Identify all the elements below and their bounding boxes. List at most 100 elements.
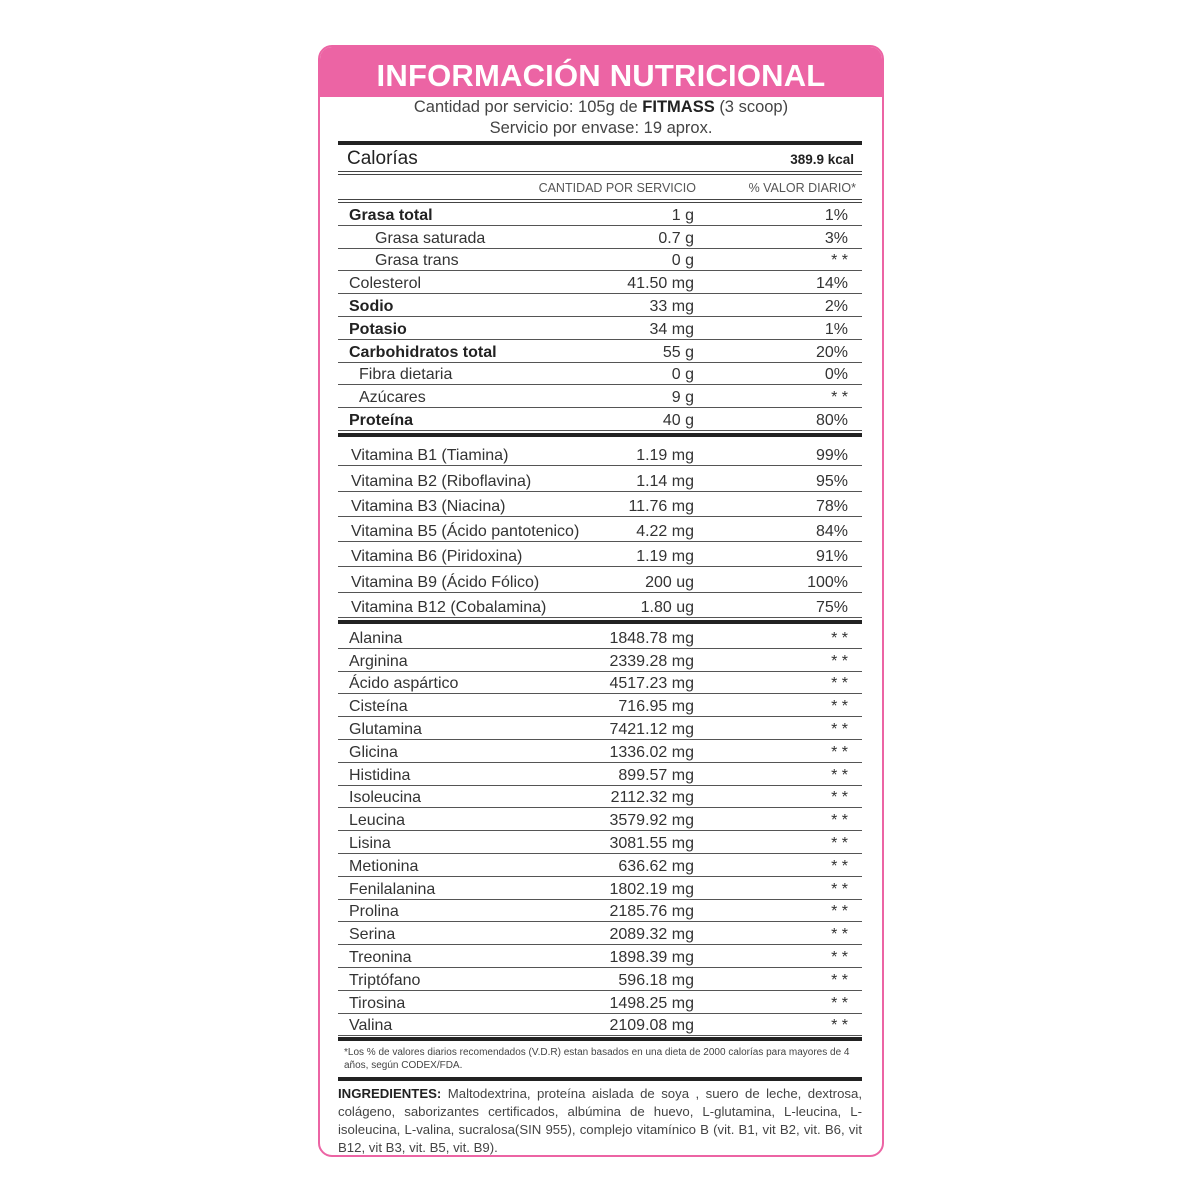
- nutrient-name: Proteína: [349, 411, 414, 429]
- table-row: Potasio 34 mg 1%: [338, 317, 862, 340]
- table-row: Carbohidratos total 55 g 20%: [338, 340, 862, 363]
- nutrient-name: Treonina: [349, 949, 412, 966]
- divider: [338, 1037, 862, 1042]
- ingredients: INGREDIENTES: Maltodextrina, proteína ai…: [338, 1085, 863, 1156]
- nutrient-name: Lisina: [349, 835, 391, 853]
- nutrient-amount: 34 mg: [649, 320, 694, 338]
- nutrient-daily-value: 75%: [815, 599, 848, 617]
- nutrient-daily-value: * *: [831, 252, 848, 270]
- table-row: Sodio 33 mg 2%: [338, 294, 862, 317]
- divider: [338, 171, 862, 175]
- nutrient-name: Isoleucina: [349, 789, 422, 807]
- table-row: Proteína 40 g 80%: [338, 408, 862, 431]
- nutrient-daily-value: 99%: [815, 447, 848, 465]
- divider: [338, 141, 862, 145]
- nutrient-daily-value: * *: [831, 971, 848, 989]
- nutrient-name: Alanina: [349, 629, 403, 647]
- nutrient-amount: 0 g: [671, 366, 694, 384]
- nutrient-daily-value: 100%: [807, 573, 848, 591]
- nutrient-daily-value: 1%: [824, 320, 848, 338]
- nutrition-table: Calorías 389.9 kcal CANTIDAD POR SERVICI…: [338, 141, 863, 1156]
- nutrient-daily-value: 91%: [815, 548, 848, 566]
- table-row: Cisteína 716.95 mg * *: [338, 694, 862, 718]
- nutrient-daily-value: * *: [831, 675, 848, 693]
- nutrient-amount: 4517.23 mg: [609, 675, 694, 693]
- nutrient-amount: 716.95 mg: [618, 698, 694, 716]
- nutrient-name: Vitamina B6 (Piridoxina): [351, 548, 523, 566]
- nutrient-daily-value: 80%: [815, 411, 848, 429]
- nutrient-amount: 7421.12 mg: [609, 721, 694, 739]
- divider: [338, 432, 862, 437]
- nutrient-daily-value: * *: [831, 880, 848, 898]
- nutrient-amount: 1802.19 mg: [609, 880, 694, 898]
- table-row: Leucina 3579.92 mg * *: [338, 808, 862, 832]
- nutrient-daily-value: 3%: [824, 229, 848, 247]
- nutrient-amount: 1.80 ug: [640, 599, 694, 617]
- divider: [338, 620, 862, 625]
- nutrient-amount: 2339.28 mg: [609, 652, 694, 670]
- nutrient-amount: 2109.08 mg: [609, 1017, 694, 1035]
- table-row: Alanina 1848.78 mg * *: [338, 626, 862, 649]
- table-row: Vitamina B5 (Ácido pantotenico) 4.22 mg 84…: [338, 517, 862, 543]
- nutrient-daily-value: * *: [831, 857, 848, 875]
- nutrient-name: Triptófano: [349, 971, 421, 989]
- table-row: Histidina 899.57 mg * *: [338, 763, 862, 786]
- table-row: Metionina 636.62 mg * *: [338, 854, 862, 877]
- nutrient-daily-value: * *: [831, 789, 848, 807]
- column-daily: % VALOR DIARIO*: [748, 181, 856, 195]
- table-row: Vitamina B2 (Riboflavina) 1.14 mg 95%: [338, 466, 862, 492]
- nutrient-daily-value: * *: [831, 698, 848, 716]
- nutrient-name: Carbohidratos total: [349, 343, 497, 361]
- ingredients-text: Maltodextrina, proteína aislada de soya …: [338, 1086, 863, 1156]
- nutrient-amount: 3579.92 mg: [609, 812, 694, 830]
- nutrient-daily-value: * *: [831, 629, 848, 647]
- nutrient-name: Vitamina B3 (Niacina): [351, 497, 506, 515]
- brand-name: FITMASS: [642, 98, 715, 116]
- nutrient-amount: 55 g: [662, 343, 694, 361]
- nutrient-daily-value: * *: [831, 652, 848, 670]
- calories-label: Calorías: [347, 148, 418, 169]
- nutrient-daily-value: * *: [831, 994, 848, 1012]
- table-row: Valina 2109.08 mg * *: [338, 1014, 862, 1037]
- nutrient-amount: 596.18 mg: [618, 971, 694, 989]
- nutrient-name: Grasa trans: [375, 252, 459, 270]
- divider: [338, 1077, 862, 1082]
- nutrient-name: Glicina: [349, 743, 398, 761]
- nutrient-daily-value: * *: [831, 926, 848, 944]
- serving-suffix: (3 scoop): [719, 98, 789, 116]
- table-row: Glicina 1336.02 mg * *: [338, 740, 862, 763]
- nutrient-daily-value: 1%: [824, 206, 848, 224]
- nutrient-amount: 1898.39 mg: [609, 949, 694, 966]
- nutrient-name: Cisteína: [349, 698, 408, 716]
- table-row: Fibra dietaria 0 g 0%: [338, 363, 862, 386]
- nutrient-name: Fenilalanina: [349, 880, 436, 898]
- table-row: Colesterol 41.50 mg 14%: [338, 271, 862, 295]
- serving-prefix: Cantidad por servicio: 105g de: [413, 98, 638, 116]
- nutrient-amount: 899.57 mg: [618, 766, 694, 784]
- table-row: Fenilalanina 1802.19 mg * *: [338, 877, 862, 900]
- nutrient-name: Colesterol: [349, 275, 422, 293]
- table-row: Grasa total 1 g 1%: [338, 203, 862, 226]
- nutrient-daily-value: * *: [831, 812, 848, 830]
- nutrient-amount: 1.19 mg: [636, 548, 694, 566]
- vitamins-section: Vitamina B1 (Tiamina) 1.19 mg 99% Vitamina …: [338, 441, 862, 619]
- nutrition-label: INFORMACIÓN NUTRICIONAL Cantidad por ser…: [318, 45, 884, 1157]
- nutrient-name: Vitamina B9 (Ácido Fólico): [351, 573, 540, 591]
- nutrient-amount: 1 g: [671, 206, 694, 224]
- macros-section: Grasa total 1 g 1% Grasa saturada 0.7 g 3% Gra…: [338, 203, 862, 431]
- nutrient-name: Tirosina: [349, 994, 406, 1012]
- nutrient-amount: 1848.78 mg: [609, 629, 694, 647]
- nutrient-amount: 2112.32 mg: [610, 789, 694, 807]
- nutrient-daily-value: 14%: [815, 275, 848, 293]
- nutrient-name: Valina: [349, 1017, 393, 1035]
- nutrient-daily-value: * *: [831, 1017, 848, 1035]
- nutrient-name: Leucina: [349, 812, 406, 830]
- nutrient-amount: 4.22 mg: [636, 523, 694, 541]
- nutrient-amount: 636.62 mg: [618, 857, 694, 875]
- table-row: Vitamina B3 (Niacina) 11.76 mg 78%: [338, 492, 862, 517]
- table-row: Vitamina B12 (Cobalamina) 1.80 ug 75%: [338, 593, 862, 619]
- nutrient-amount: 2185.76 mg: [609, 903, 694, 921]
- calories-row: Calorías 389.9 kcal: [338, 145, 862, 171]
- nutrient-name: Glutamina: [349, 721, 422, 739]
- nutrient-name: Grasa saturada: [375, 229, 486, 247]
